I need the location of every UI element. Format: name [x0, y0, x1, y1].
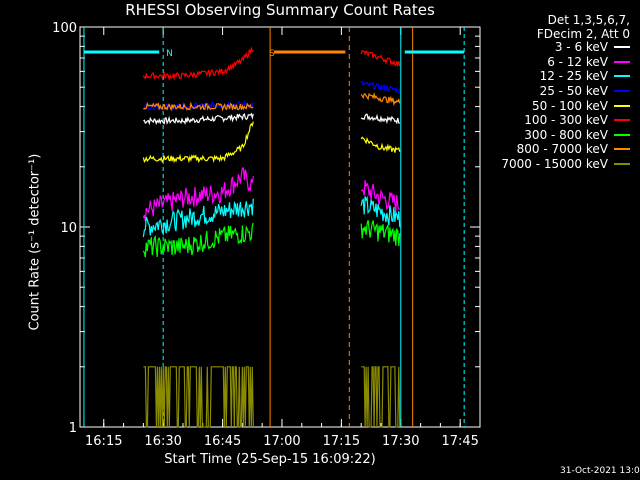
series-line: [360, 49, 401, 68]
legend-swatch: [614, 133, 630, 136]
legend-label: 50 - 100 keV: [531, 98, 608, 113]
x-tick-label: 16:45: [204, 434, 241, 449]
x-tick-label: 17:00: [263, 434, 300, 449]
legend-entry: 12 - 25 keV: [478, 69, 630, 84]
series-line: [360, 136, 401, 153]
series-line: [143, 101, 254, 112]
legend-label: 3 - 6 keV: [554, 40, 608, 55]
legend-label: 6 - 12 keV: [547, 54, 608, 69]
info-line-decimation: FDecim 2, Att 0: [536, 27, 630, 41]
plot-frame: [79, 26, 481, 428]
legend-label: 7000 - 15000 keV: [501, 157, 608, 172]
legend-swatch: [614, 46, 630, 49]
series-line: [360, 80, 401, 94]
legend-entry: 300 - 800 keV: [478, 128, 630, 143]
legend-entry: 3 - 6 keV: [478, 40, 630, 55]
x-axis-label: Start Time (25-Sep-15 16:09:22): [164, 452, 376, 467]
series-lines: [142, 46, 401, 428]
legend-entry: 25 - 50 keV: [478, 84, 630, 99]
series-line: [142, 121, 254, 164]
legend: 3 - 6 keV 6 - 12 keV 12 - 25 keV 25 - 50 ke…: [478, 40, 630, 171]
x-tick-label: 17:15: [323, 434, 360, 449]
legend-swatch: [614, 148, 630, 151]
legend-entry: 50 - 100 keV: [478, 98, 630, 113]
series-line: [360, 219, 401, 246]
series-line: [142, 46, 254, 81]
y-tick-label: 10: [60, 221, 77, 236]
detector-info: Det 1,3,5,6,7, FDecim 2, Att 0: [537, 13, 630, 41]
legend-entry: 7000 - 15000 keV: [478, 157, 630, 172]
series-line: [142, 198, 254, 237]
series-line: [360, 91, 401, 107]
legend-swatch: [614, 90, 630, 93]
legend-swatch: [614, 60, 630, 63]
legend-swatch: [614, 163, 630, 166]
legend-swatch: [614, 75, 630, 78]
series-line: [360, 180, 401, 212]
x-tick-label: 16:30: [144, 434, 181, 449]
timestamp: 31-Oct-2021 13:03: [560, 466, 640, 476]
legend-label: 100 - 300 keV: [524, 113, 608, 128]
legend-label: 300 - 800 keV: [524, 127, 608, 142]
legend-entry: 100 - 300 keV: [478, 113, 630, 128]
series-line: [142, 222, 254, 258]
y-tick-label: 100: [52, 21, 77, 36]
legend-swatch: [614, 104, 630, 107]
axis-ticks: 16:15 16:30 16:45 17:00 17:15 17:30 17:45 1 10 10…: [52, 21, 480, 449]
flag-label: S: [269, 49, 275, 59]
legend-swatch: [614, 119, 630, 122]
legend-entry: 6 - 12 keV: [478, 55, 630, 70]
series-line: [143, 366, 254, 428]
info-line-detectors: Det 1,3,5,6,7,: [547, 13, 630, 27]
series-line: [142, 167, 254, 221]
legend-label: 12 - 25 keV: [539, 69, 608, 84]
series-line: [143, 112, 254, 126]
series-line: [361, 366, 401, 428]
series-line: [360, 113, 400, 125]
legend-label: 25 - 50 keV: [539, 84, 608, 99]
x-tick-label: 17:30: [382, 434, 419, 449]
y-tick-label: 1: [69, 421, 77, 436]
legend-entry: 800 - 7000 keV: [478, 142, 630, 157]
x-tick-label: 17:45: [441, 434, 478, 449]
flag-label: N: [166, 49, 173, 59]
x-tick-label: 16:15: [85, 434, 122, 449]
chart-title: RHESSI Observing Summary Count Rates: [125, 1, 435, 19]
y-axis-label: Count Rate (s⁻¹ detector⁻¹): [27, 153, 43, 331]
legend-label: 800 - 7000 keV: [516, 142, 608, 157]
series-line: [360, 195, 401, 228]
